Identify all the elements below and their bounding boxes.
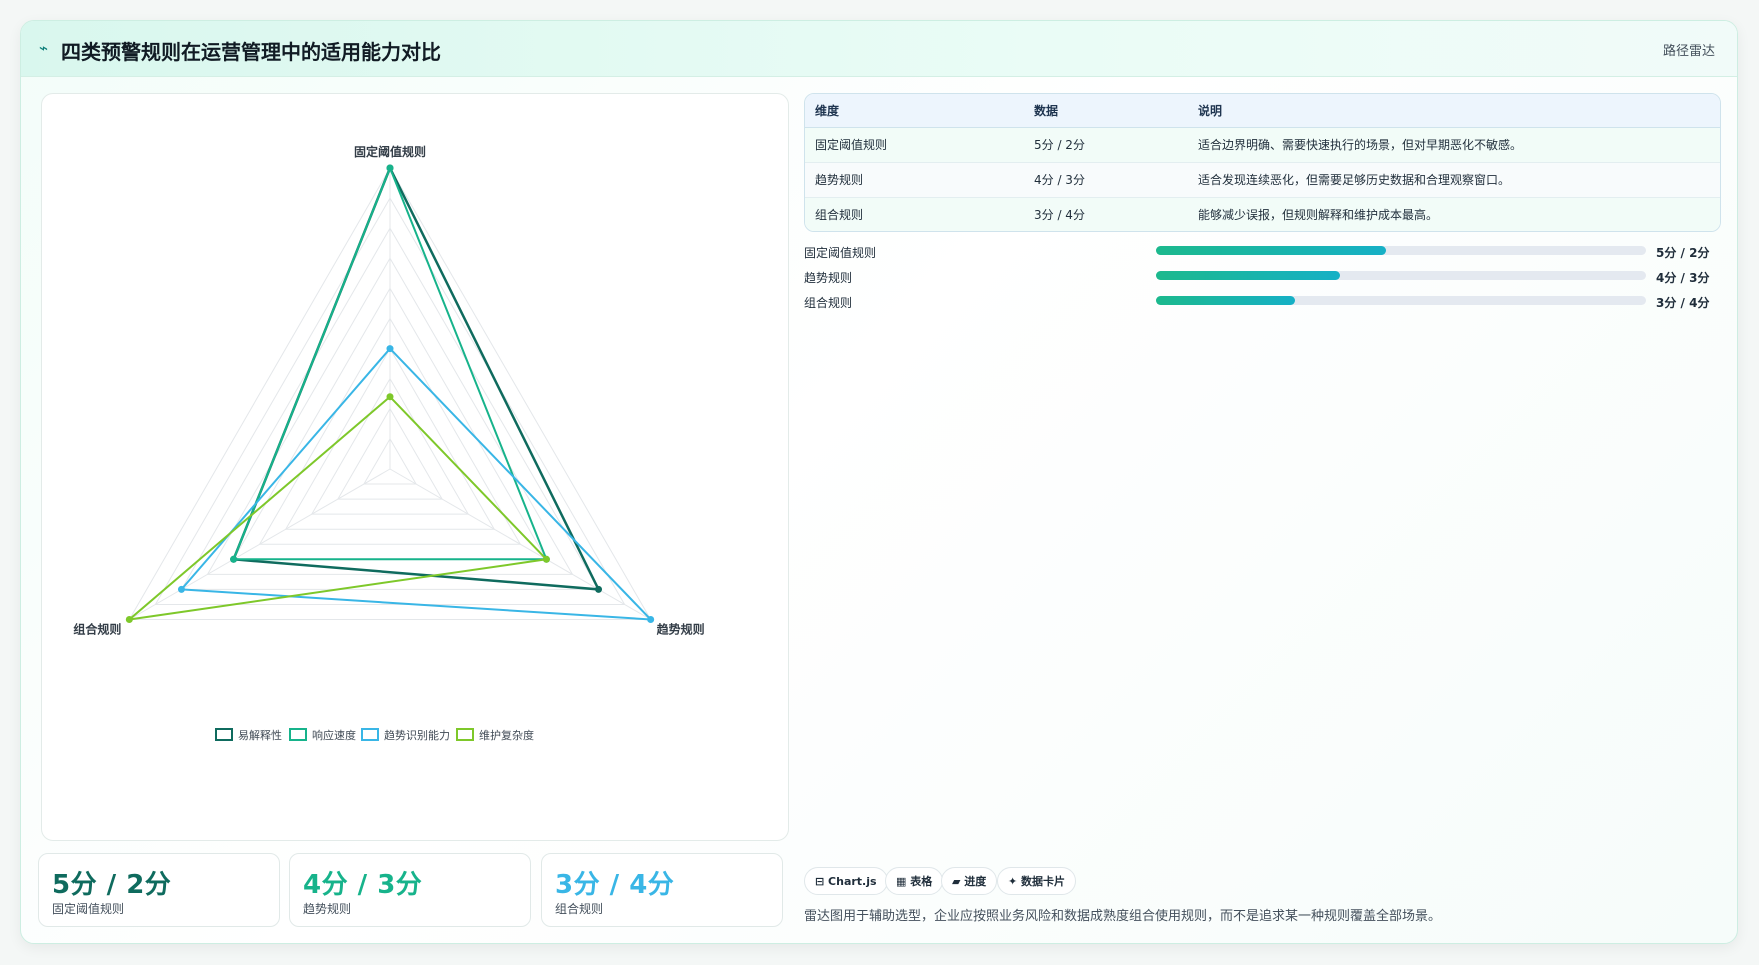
series-line	[179, 347, 654, 621]
progress-track	[1156, 246, 1646, 255]
grid-ring	[310, 377, 470, 515]
progress-fill	[1156, 296, 1296, 305]
table-row: 固定阈值规则 5分 / 2分 适合边界明确、需要快速执行的场景，但对早期恶化不敏…	[805, 127, 1720, 163]
axis-label: 组合规则	[73, 622, 121, 637]
progress-label: 固定阈值规则	[804, 246, 877, 260]
table-header-cell: 维度	[805, 94, 1024, 128]
progress-label: 组合规则	[804, 296, 853, 310]
stat-label: 固定阈值规则	[52, 902, 125, 916]
table-cell: 5分 / 2分	[1024, 127, 1188, 163]
table-cell: 能够减少误报，但规则解释和维护成本最高。	[1188, 197, 1720, 231]
series-line	[126, 395, 549, 621]
stat-value: 3分 / 4分	[555, 870, 675, 900]
chip-chartjs[interactable]: ⊟ Chart.js	[804, 867, 888, 895]
series-point	[647, 616, 655, 623]
progress-value: 3分 / 4分	[1656, 296, 1710, 310]
grid-ring	[363, 437, 417, 485]
grid-ring	[206, 257, 574, 575]
legend-swatch	[289, 728, 307, 741]
axis-label: 趋势规则	[657, 622, 705, 637]
table-cell: 适合发现连续恶化，但需要足够历史数据和合理观察窗口。	[1188, 162, 1720, 198]
table-header-cell: 说明	[1188, 94, 1720, 128]
grid-ring	[336, 407, 444, 500]
progress-row: 趋势规则 4分 / 3分	[804, 266, 1721, 291]
chip-table[interactable]: ▦ 表格	[885, 867, 944, 895]
grid-ring	[258, 317, 522, 545]
series-point	[230, 555, 238, 563]
chip-data-card[interactable]: ✦ 数据卡片	[997, 867, 1077, 895]
progress-value: 4分 / 3分	[1656, 271, 1710, 285]
table-cell: 4分 / 3分	[1024, 162, 1188, 198]
grid-ring	[128, 166, 652, 620]
progress-list: 固定阈值规则 5分 / 2分 趋势规则 4分 / 3分 组合规则 3分 / 4分	[804, 241, 1721, 316]
legend-label: 易解释性	[238, 728, 282, 742]
table-cell: 3分 / 4分	[1024, 197, 1188, 231]
grid-ring	[284, 347, 496, 530]
progress-fill	[1156, 246, 1387, 255]
route-icon: ⌁	[39, 39, 49, 57]
axis-label: 固定阈值规则	[354, 144, 426, 159]
table-row: 组合规则 3分 / 4分 能够减少误报，但规则解释和维护成本最高。	[805, 197, 1720, 231]
series-point	[125, 616, 133, 623]
table-cell: 组合规则	[805, 197, 1024, 231]
legend-swatch	[361, 728, 379, 741]
stat-card-trend: 4分 / 3分 趋势规则	[289, 853, 531, 927]
progress-value: 5分 / 2分	[1656, 246, 1710, 260]
series-point	[386, 393, 394, 401]
table-header-cell: 数据	[1024, 94, 1188, 128]
grid-ring	[180, 227, 600, 590]
stat-value: 4分 / 3分	[303, 870, 423, 900]
legend-label: 趋势识别能力	[384, 728, 450, 742]
stat-label: 组合规则	[555, 902, 604, 916]
main-card: ⌁ 四类预警规则在运营管理中的适用能力对比 路径雷达 固定阈值规则 趋势规则 组合规…	[20, 20, 1738, 944]
series-point	[595, 585, 603, 593]
stat-card-combo: 3分 / 4分 组合规则	[541, 853, 783, 927]
legend-label: 响应速度	[312, 728, 356, 742]
table-cell: 适合边界明确、需要快速执行的场景，但对早期恶化不敏感。	[1188, 127, 1720, 163]
stat-label: 趋势规则	[303, 902, 352, 916]
progress-label: 趋势规则	[804, 271, 853, 285]
series-point	[542, 555, 550, 563]
legend-swatch	[456, 728, 474, 741]
progress-row: 固定阈值规则 5分 / 2分	[804, 241, 1721, 266]
progress-track	[1156, 296, 1646, 305]
table-cell: 固定阈值规则	[805, 127, 1024, 163]
progress-track	[1156, 271, 1646, 280]
legend-label: 维护复杂度	[479, 728, 534, 742]
progress-fill	[1156, 271, 1341, 280]
data-table: 维度 数据 说明 固定阈值规则 5分 / 2分 适合边界明确、需要快速执行的场景…	[804, 93, 1721, 232]
stat-value: 5分 / 2分	[52, 870, 172, 900]
series-line	[232, 165, 548, 561]
series-point	[177, 585, 185, 593]
grid-spoke	[389, 468, 651, 620]
series-point	[386, 164, 394, 172]
series-point	[386, 345, 394, 353]
page-title: 四类预警规则在运营管理中的适用能力对比	[61, 40, 441, 64]
legend-swatch	[215, 728, 233, 741]
chip-progress[interactable]: ▰ 进度	[941, 867, 998, 895]
radar-chart-panel: 固定阈值规则趋势规则 组合规则易解释性 响应速度 趋势识别能力 维护复杂度	[41, 93, 789, 841]
header: ⌁ 四类预警规则在运营管理中的适用能力对比 路径雷达	[21, 21, 1737, 77]
footnote: 雷达图用于辅助选型，企业应按照业务风险和数据成熟度组合使用规则，而不是追求某一种…	[804, 909, 1442, 924]
grid-spoke	[129, 468, 391, 620]
progress-row: 组合规则 3分 / 4分	[804, 291, 1721, 316]
stat-card-fixed: 5分 / 2分 固定阈值规则	[38, 853, 280, 927]
grid-ring	[154, 197, 626, 605]
table-row: 趋势规则 4分 / 3分 适合发现连续恶化，但需要足够历史数据和合理观察窗口。	[805, 162, 1720, 198]
table-header-row: 维度 数据 说明	[805, 94, 1720, 128]
table-cell: 趋势规则	[805, 162, 1024, 198]
view-tag[interactable]: 路径雷达	[1662, 44, 1715, 59]
